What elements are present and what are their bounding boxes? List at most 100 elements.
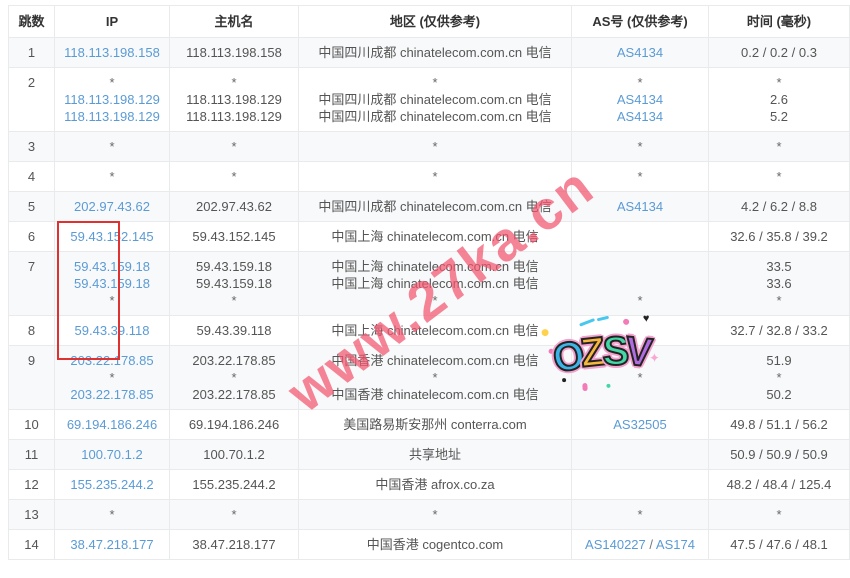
cell-time: 48.2 / 48.4 / 125.4 <box>708 469 850 500</box>
as-link[interactable]: AS4134 <box>616 45 664 60</box>
table-row: 5 202.97.43.62 202.97.43.62 中国四川成都 chinatel… <box>8 191 850 222</box>
cell-host: * <box>169 499 299 530</box>
table-row: 2 * 118.113.198.129 118.113.198.129 * 118.113… <box>8 67 850 132</box>
cell-ip: 202.97.43.62 <box>54 191 170 222</box>
cell-hop: 2 <box>8 67 55 132</box>
cell-region: 中国上海 chinatelecom.com.cn 电信 <box>298 221 572 252</box>
cell-as: AS4134 <box>571 191 709 222</box>
cell-host: 203.22.178.85 * 203.22.178.85 <box>169 345 299 410</box>
cell-time: 32.7 / 32.8 / 33.2 <box>708 315 850 346</box>
cell-ip: * <box>54 161 170 192</box>
cell-host: * <box>169 161 299 192</box>
col-header-time: 时间 (毫秒) <box>708 5 850 38</box>
ip-link[interactable]: 59.43.39.118 <box>74 323 150 338</box>
cell-host: 59.43.39.118 <box>169 315 299 346</box>
table-row: 6 59.43.152.145 59.43.152.145 中国上海 chinatel… <box>8 221 850 252</box>
cell-region: 中国上海 chinatelecom.com.cn 电信 <box>298 315 572 346</box>
cell-ip: 203.22.178.85 * 203.22.178.85 <box>54 345 170 410</box>
cell-hop: 13 <box>8 499 55 530</box>
col-header-hop: 跳数 <box>8 5 55 38</box>
ip-link[interactable]: 155.235.244.2 <box>70 477 154 492</box>
cell-as <box>571 439 709 470</box>
ip-link[interactable]: 59.43.152.145 <box>70 229 154 244</box>
cell-host: 59.43.152.145 <box>169 221 299 252</box>
ip-link[interactable]: 59.43.159.18 <box>74 259 150 274</box>
cell-ip: 59.43.152.145 <box>54 221 170 252</box>
cell-ip: 59.43.39.118 <box>54 315 170 346</box>
cell-region: 中国上海 chinatelecom.com.cn 电信 中国上海 chinatel… <box>298 251 572 316</box>
cell-time: 0.2 / 0.2 / 0.3 <box>708 37 850 68</box>
ip-link[interactable]: 202.97.43.62 <box>74 199 150 214</box>
cell-hop: 3 <box>8 131 55 162</box>
as-link[interactable]: AS4134 <box>616 109 664 124</box>
cell-host: 69.194.186.246 <box>169 409 299 440</box>
cell-as: * <box>571 251 709 316</box>
cell-ip: 38.47.218.177 <box>54 529 170 560</box>
cell-as: * <box>571 499 709 530</box>
cell-host: 59.43.159.18 59.43.159.18 * <box>169 251 299 316</box>
cell-ip: * <box>54 131 170 162</box>
cell-hop: 1 <box>8 37 55 68</box>
table-row: 9 203.22.178.85 * 203.22.178.85 203.22.178.8… <box>8 345 850 410</box>
cell-hop: 11 <box>8 439 55 470</box>
cell-host: 100.70.1.2 <box>169 439 299 470</box>
cell-region: 中国四川成都 chinatelecom.com.cn 电信 <box>298 191 572 222</box>
cell-as: AS140227 / AS174 <box>571 529 709 560</box>
ip-link[interactable]: 118.113.198.158 <box>64 45 160 60</box>
cell-hop: 9 <box>8 345 55 410</box>
ip-link[interactable]: 69.194.186.246 <box>66 417 158 432</box>
cell-host: 118.113.198.158 <box>169 37 299 68</box>
cell-ip: 155.235.244.2 <box>54 469 170 500</box>
ip-link[interactable]: 203.22.178.85 <box>70 353 154 368</box>
cell-hop: 5 <box>8 191 55 222</box>
col-header-ip: IP <box>54 5 170 38</box>
cell-region: 中国香港 afrox.co.za <box>298 469 572 500</box>
cell-hop: 12 <box>8 469 55 500</box>
ip-link[interactable]: 38.47.218.177 <box>70 537 154 552</box>
cell-time: 4.2 / 6.2 / 8.8 <box>708 191 850 222</box>
cell-hop: 7 <box>8 251 55 316</box>
as-link[interactable]: AS32505 <box>613 417 667 432</box>
table-row: 10 69.194.186.246 69.194.186.246 美国路易斯安那州 c… <box>8 409 850 440</box>
cell-as <box>571 315 709 346</box>
as-link[interactable]: AS140227 <box>585 537 646 552</box>
as-link[interactable]: AS4134 <box>616 199 664 214</box>
table-row: 11 100.70.1.2 100.70.1.2 共享地址 50.9 / 50.9 /… <box>8 439 850 470</box>
as-link[interactable]: AS4134 <box>616 92 664 107</box>
cell-hop: 8 <box>8 315 55 346</box>
cell-host: 38.47.218.177 <box>169 529 299 560</box>
table-row: 12 155.235.244.2 155.235.244.2 中国香港 afrox.c… <box>8 469 850 500</box>
col-header-as: AS号 (仅供参考) <box>571 5 709 38</box>
cell-host: 155.235.244.2 <box>169 469 299 500</box>
ip-link[interactable]: 203.22.178.85 <box>70 387 154 402</box>
table-row: 14 38.47.218.177 38.47.218.177 中国香港 cogentc… <box>8 529 850 560</box>
table-header: 跳数 IP 主机名 地区 (仅供参考) AS号 (仅供参考) 时间 (毫秒) <box>8 5 850 38</box>
ip-link[interactable]: 118.113.198.129 <box>64 109 160 124</box>
cell-ip: * 118.113.198.129 118.113.198.129 <box>54 67 170 132</box>
cell-ip: * <box>54 499 170 530</box>
cell-ip: 100.70.1.2 <box>54 439 170 470</box>
cell-region: * 中国四川成都 chinatelecom.com.cn 电信 中国四川成都 chi… <box>298 67 572 132</box>
ip-link[interactable]: 100.70.1.2 <box>81 447 143 462</box>
cell-region: * <box>298 161 572 192</box>
as-link[interactable]: AS174 <box>655 537 695 552</box>
cell-as: * <box>571 345 709 410</box>
cell-hop: 6 <box>8 221 55 252</box>
cell-region: 中国香港 chinatelecom.com.cn 电信 * 中国香港 chinate… <box>298 345 572 410</box>
cell-region: * <box>298 131 572 162</box>
table-row: 3 * * * * * <box>8 131 850 162</box>
table-row: 7 59.43.159.18 59.43.159.18 * 59.43.159.18 59… <box>8 251 850 316</box>
table-row: 8 59.43.39.118 59.43.39.118 中国上海 chinatelec… <box>8 315 850 346</box>
cell-time: 49.8 / 51.1 / 56.2 <box>708 409 850 440</box>
ip-link[interactable]: 118.113.198.129 <box>64 92 160 107</box>
col-header-region: 地区 (仅供参考) <box>298 5 572 38</box>
cell-hop: 14 <box>8 529 55 560</box>
cell-time: 33.5 33.6 * <box>708 251 850 316</box>
table-row: 4 * * * * * <box>8 161 850 192</box>
cell-as <box>571 221 709 252</box>
traceroute-table: 跳数 IP 主机名 地区 (仅供参考) AS号 (仅供参考) 时间 (毫秒) 1… <box>8 5 850 560</box>
cell-as: AS4134 <box>571 37 709 68</box>
cell-region: 中国香港 cogentco.com <box>298 529 572 560</box>
ip-link[interactable]: 59.43.159.18 <box>74 276 150 291</box>
table-row: 1 118.113.198.158 118.113.198.158 中国四川成都 ch… <box>8 37 850 68</box>
